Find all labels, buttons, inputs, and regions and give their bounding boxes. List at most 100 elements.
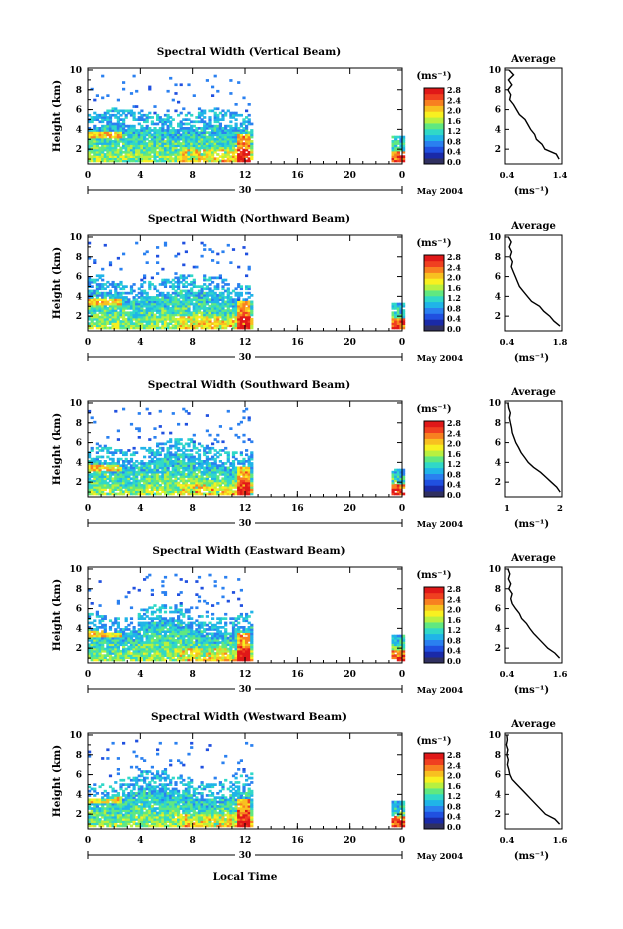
heatmap-cell bbox=[150, 470, 154, 474]
heatmap-cell bbox=[119, 639, 123, 642]
heatmap-cell bbox=[177, 131, 181, 134]
heatmap-cell bbox=[242, 433, 246, 437]
heatmap-cell bbox=[234, 309, 238, 312]
heatmap-cell bbox=[101, 285, 105, 288]
heatmap-cell bbox=[221, 464, 225, 467]
heatmap-cell bbox=[140, 462, 144, 465]
heatmap-cell bbox=[213, 658, 217, 662]
heatmap-cell bbox=[153, 492, 157, 496]
heatmap-cell bbox=[98, 285, 102, 288]
heatmap-cell bbox=[208, 486, 212, 489]
heatmap-cell bbox=[200, 623, 204, 627]
heatmap-cell bbox=[108, 127, 113, 130]
heatmap-cell bbox=[177, 309, 181, 312]
heatmap-cell bbox=[237, 462, 241, 465]
heatmap-cell bbox=[247, 113, 251, 117]
heatmap-cell bbox=[145, 645, 149, 649]
colorbar-swatch bbox=[424, 290, 444, 297]
heatmap-cell bbox=[242, 129, 246, 132]
heatmap-cell bbox=[192, 457, 196, 461]
heatmap-cell bbox=[148, 135, 152, 139]
heatmap-cell bbox=[129, 636, 134, 640]
x-tick-label: 4 bbox=[137, 171, 143, 181]
heatmap-cell bbox=[187, 617, 191, 620]
heatmap-cell bbox=[153, 309, 157, 312]
heatmap-cell bbox=[140, 313, 144, 317]
heatmap-cell bbox=[205, 658, 209, 662]
heatmap-cell bbox=[203, 274, 207, 278]
heatmap-cell bbox=[197, 483, 202, 487]
heatmap-cell bbox=[114, 113, 118, 117]
heatmap-cell bbox=[221, 486, 225, 489]
colorbar-frame bbox=[423, 254, 445, 332]
heatmap-cell bbox=[135, 142, 139, 145]
heatmap-cell bbox=[221, 466, 225, 470]
heatmap-cell bbox=[93, 309, 97, 312]
heatmap-cell bbox=[211, 617, 215, 620]
heatmap-cell bbox=[140, 135, 144, 139]
heatmap-cell bbox=[247, 135, 251, 139]
heatmap-cell bbox=[177, 628, 181, 631]
heatmap-cell bbox=[101, 283, 105, 286]
heatmap-cell bbox=[177, 291, 181, 295]
heatmap-cell bbox=[129, 473, 134, 476]
heatmap-cell bbox=[156, 254, 160, 258]
heatmap-cell bbox=[95, 645, 99, 649]
heatmap-cell bbox=[169, 438, 173, 441]
heatmap-cell bbox=[106, 307, 110, 310]
heatmap-cell bbox=[197, 645, 202, 649]
heatmap-cell bbox=[394, 473, 398, 476]
heatmap-cell bbox=[402, 473, 406, 476]
heatmap-cell bbox=[179, 630, 183, 633]
heatmap-cell bbox=[143, 652, 147, 655]
heatmap-cell bbox=[187, 142, 191, 145]
heatmap-cell bbox=[182, 324, 186, 328]
heatmap-cell bbox=[153, 285, 157, 288]
heatmap-cell bbox=[163, 639, 168, 642]
heatmap-cell bbox=[148, 283, 152, 286]
heatmap-cell bbox=[205, 159, 209, 163]
heatmap-cell bbox=[114, 449, 118, 452]
heatmap-cell bbox=[140, 649, 144, 653]
heatmap-cell bbox=[177, 656, 181, 660]
heatmap-cell bbox=[174, 462, 178, 465]
heatmap-cell bbox=[93, 654, 97, 657]
heatmap-cell bbox=[213, 634, 217, 638]
heatmap-cell bbox=[148, 315, 152, 319]
heatmap-cell bbox=[394, 157, 398, 161]
heatmap-cell bbox=[179, 492, 183, 496]
heatmap-cell bbox=[231, 322, 236, 325]
heatmap-cell bbox=[197, 150, 202, 154]
heatmap-cell bbox=[140, 656, 144, 660]
heatmap-cell bbox=[237, 468, 241, 472]
heatmap-cell bbox=[132, 148, 136, 152]
heatmap-cell bbox=[239, 300, 243, 304]
heatmap-cell bbox=[247, 120, 251, 124]
heatmap-cell bbox=[213, 645, 217, 649]
heatmap-cell bbox=[158, 142, 162, 145]
heatmap-cell bbox=[179, 636, 183, 640]
heatmap-cell bbox=[197, 490, 202, 494]
heatmap-cell bbox=[153, 133, 157, 137]
heatmap-cell bbox=[135, 451, 139, 454]
heatmap-cell bbox=[145, 300, 149, 304]
heatmap-cell bbox=[148, 464, 152, 467]
heatmap-cell bbox=[231, 127, 236, 130]
heatmap-cell bbox=[231, 453, 236, 457]
heatmap-cell bbox=[179, 124, 183, 128]
heatmap-cell bbox=[153, 300, 157, 304]
heatmap-cell bbox=[190, 641, 194, 644]
heatmap-cell bbox=[394, 153, 398, 156]
heatmap-cell bbox=[90, 324, 94, 328]
heatmap-cell bbox=[111, 107, 115, 111]
heatmap-cell bbox=[200, 645, 204, 649]
heatmap-cell bbox=[218, 155, 222, 158]
heatmap-cell bbox=[103, 315, 107, 319]
heatmap-cell bbox=[137, 654, 141, 657]
heatmap-cell bbox=[197, 307, 202, 310]
y-tick-label: 4 bbox=[76, 458, 82, 468]
heatmap-cell bbox=[108, 140, 113, 143]
heatmap-cell bbox=[166, 460, 170, 463]
heatmap-cell bbox=[90, 320, 94, 323]
heatmap-cell bbox=[150, 300, 154, 304]
